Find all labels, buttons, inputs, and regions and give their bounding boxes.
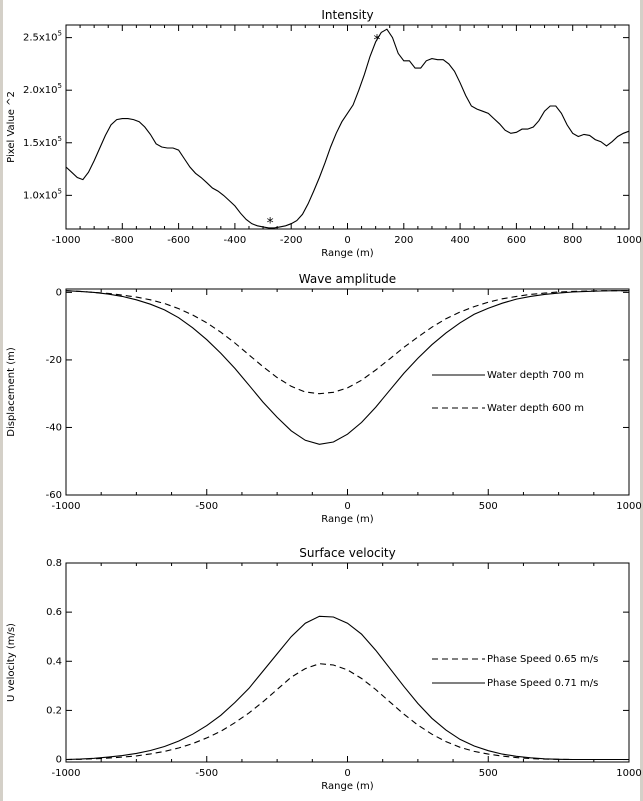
- x-tick-label: 1000: [616, 235, 641, 246]
- peak-marker: *: [374, 33, 381, 49]
- y-tick-label: 2.0x105: [23, 82, 62, 96]
- y-tick-label: -20: [46, 355, 62, 366]
- x-tick-label: 0: [344, 768, 350, 779]
- y-tick-exponent: 5: [58, 30, 62, 38]
- plot-frame: [65, 288, 630, 496]
- y-axis-label: Pixel Value ^2: [6, 91, 17, 163]
- x-tick-label: -400: [224, 235, 247, 246]
- x-tick-label: 600: [507, 235, 526, 246]
- x-tick-label: 400: [451, 235, 470, 246]
- x-tick-label: 1000: [616, 501, 641, 512]
- chart-title: Surface velocity: [299, 546, 395, 560]
- x-tick-label: -500: [195, 501, 218, 512]
- x-tick-label: -800: [111, 235, 134, 246]
- peak-marker: *: [267, 216, 274, 232]
- y-axis-label: Displacement (m): [6, 347, 17, 437]
- x-tick-label: 0: [344, 235, 350, 246]
- y-tick-label: 0: [56, 755, 62, 766]
- y-tick-exponent: 5: [58, 135, 62, 143]
- x-tick-label: -1000: [51, 501, 80, 512]
- chart-title: Intensity: [321, 8, 373, 22]
- y-tick-base: x10: [39, 33, 58, 44]
- y-tick-exponent: 5: [58, 187, 62, 195]
- chart-2: Wave amplitude -1000 -500 0 500 1000 -60 -40 -20…: [6, 272, 642, 525]
- x-tick-label: 200: [394, 235, 413, 246]
- x-tick-label: 800: [563, 235, 582, 246]
- y-tick-label: 1.5x105: [23, 135, 62, 149]
- x-tick-label: -1000: [51, 768, 80, 779]
- chart-1: Intensity -1000 -800 -600 -400 -200 0 200 400 600…: [6, 8, 642, 259]
- y-tick-base: x10: [39, 85, 58, 96]
- window-right-edge: [640, 0, 643, 801]
- y-tick-label: 0.6: [46, 607, 62, 618]
- x-axis-label: Range (m): [321, 514, 374, 525]
- x-axis-label: Range (m): [321, 781, 374, 792]
- y-tick-mantissa: 2.5: [23, 33, 39, 44]
- y-tick-base: x10: [39, 138, 58, 149]
- legend-entry: Phase Speed 0.71 m/s: [487, 678, 598, 689]
- y-axis-label: U velocity (m/s): [6, 623, 17, 702]
- x-axis-label: Range (m): [321, 248, 374, 259]
- y-tick-label: 0.4: [46, 656, 62, 667]
- x-tick-label: -500: [195, 768, 218, 779]
- series-line-1: [65, 28, 630, 229]
- legend-entry: Water depth 600 m: [487, 403, 584, 414]
- y-tick-label: -60: [46, 490, 62, 501]
- series-line-2: [65, 615, 629, 761]
- y-tick-mantissa: 1.5: [23, 138, 39, 149]
- y-tick-mantissa: 1.0: [23, 190, 39, 201]
- legend-entry: Phase Speed 0.65 m/s: [487, 654, 598, 665]
- x-tick-label: -1000: [51, 235, 80, 246]
- x-tick-label: 500: [479, 501, 498, 512]
- x-tick-label: 1000: [616, 768, 641, 779]
- x-tick-label: -600: [167, 235, 190, 246]
- window-left-edge: [0, 0, 3, 801]
- legend-entry: Water depth 700 m: [487, 370, 584, 381]
- plot-frame: [65, 24, 630, 230]
- y-tick-label: 1.0x105: [23, 187, 62, 201]
- chart-title: Wave amplitude: [299, 272, 396, 286]
- y-tick-base: x10: [39, 190, 58, 201]
- y-tick-label: 0.8: [46, 558, 62, 569]
- plots: Intensity-1000 -800 -600 -400 -200 0 200 400 600…: [6, 8, 642, 792]
- y-tick-label: 2.5x105: [23, 30, 62, 44]
- x-tick-label: 500: [479, 768, 498, 779]
- series-line-1: [65, 663, 629, 761]
- y-tick-label: 0: [56, 287, 62, 298]
- y-tick-exponent: 5: [58, 82, 62, 90]
- chart-3: Surface velocity -1000 -500 0 500 1000 0 0.2 0.4…: [6, 546, 642, 792]
- y-tick-label: 0.2: [46, 705, 62, 716]
- x-tick-label: -200: [280, 235, 303, 246]
- series-line-2: [65, 290, 629, 395]
- y-tick-mantissa: 2.0: [23, 85, 39, 96]
- y-tick-label: -40: [46, 422, 62, 433]
- series-line-1: [65, 290, 629, 445]
- x-tick-label: 0: [344, 501, 350, 512]
